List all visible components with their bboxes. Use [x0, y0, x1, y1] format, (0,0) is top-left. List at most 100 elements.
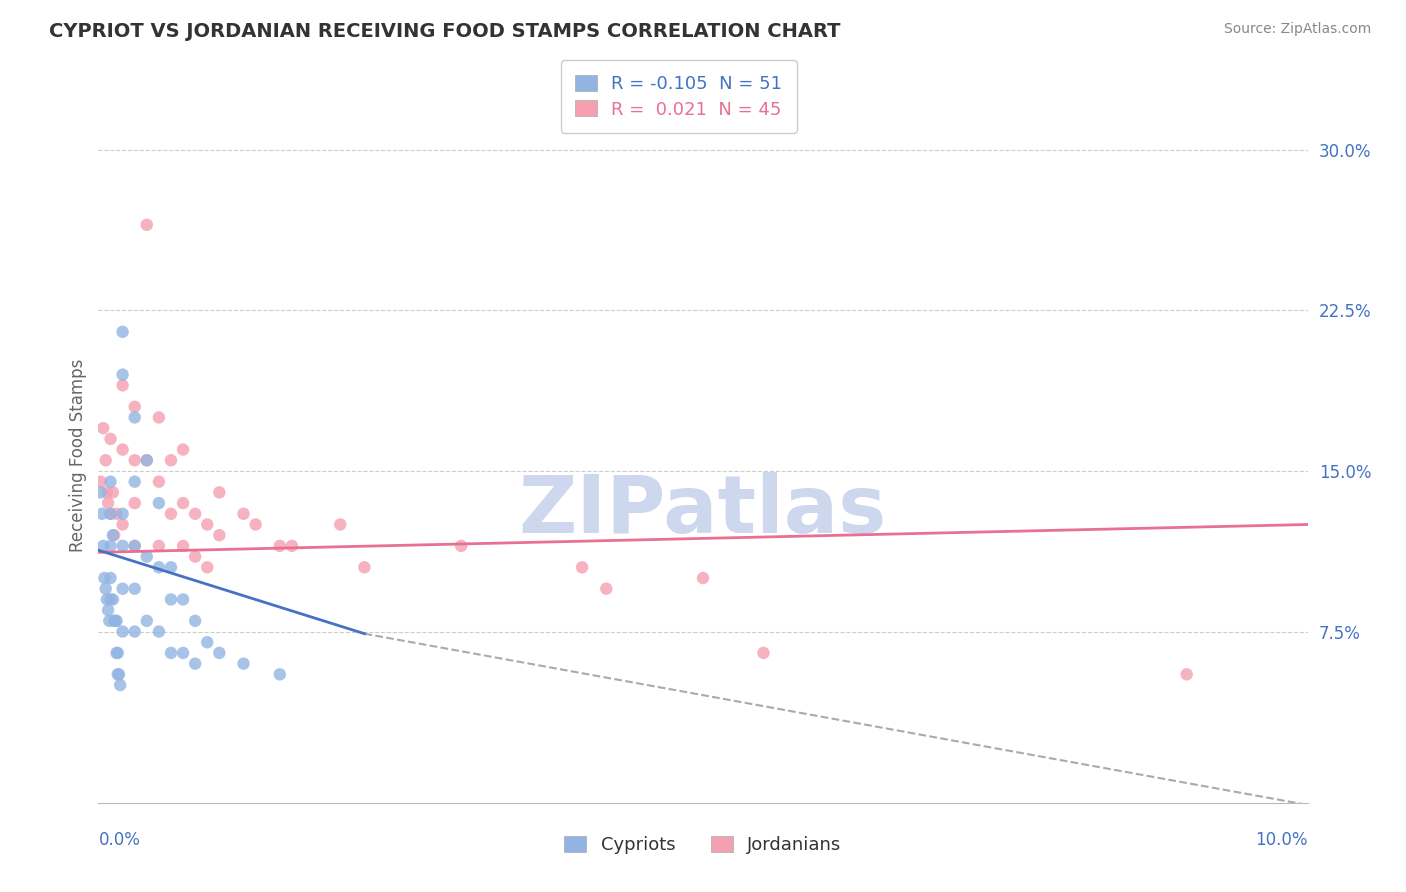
Point [184, 549, 207, 564]
Point [97, 603, 120, 617]
Point [595, 582, 617, 596]
Point [124, 539, 146, 553]
Point [91, 421, 114, 435]
Point [208, 528, 231, 542]
Text: ZIPatlas: ZIPatlas [519, 472, 887, 549]
Point [160, 560, 183, 574]
Text: 10.0%: 10.0% [1256, 830, 1308, 848]
Point [208, 646, 231, 660]
Point [93, 571, 115, 585]
Point [103, 614, 125, 628]
Point [148, 624, 170, 639]
Point [111, 507, 134, 521]
Point [111, 378, 134, 392]
Point [100, 592, 122, 607]
Point [148, 475, 170, 489]
Point [135, 453, 157, 467]
Point [91, 539, 114, 553]
Point [111, 325, 134, 339]
Point [148, 410, 170, 425]
Point [135, 614, 157, 628]
Point [107, 667, 129, 681]
Point [232, 657, 254, 671]
Point [571, 560, 593, 574]
Point [124, 582, 146, 596]
Point [111, 442, 134, 457]
Point [100, 432, 122, 446]
Point [105, 614, 128, 628]
Point [111, 517, 134, 532]
Point [124, 475, 146, 489]
Point [100, 507, 122, 521]
Point [105, 507, 128, 521]
Point [281, 539, 304, 553]
Point [184, 507, 207, 521]
Point [184, 614, 207, 628]
Point [135, 549, 157, 564]
Point [195, 635, 218, 649]
Point [245, 517, 267, 532]
Point [94, 453, 117, 467]
Point [184, 657, 207, 671]
Point [96, 485, 118, 500]
Point [135, 218, 157, 232]
Point [100, 507, 122, 521]
Point [692, 571, 714, 585]
Point [195, 517, 218, 532]
Point [160, 453, 183, 467]
Point [108, 678, 131, 692]
Point [124, 624, 146, 639]
Point [160, 507, 183, 521]
Point [94, 582, 117, 596]
Text: CYPRIOT VS JORDANIAN RECEIVING FOOD STAMPS CORRELATION CHART: CYPRIOT VS JORDANIAN RECEIVING FOOD STAM… [49, 22, 841, 41]
Point [160, 646, 183, 660]
Point [100, 475, 122, 489]
Point [450, 539, 472, 553]
Point [124, 496, 146, 510]
Legend: Cypriots, Jordanians: Cypriots, Jordanians [555, 827, 851, 863]
Point [172, 496, 194, 510]
Point [148, 539, 170, 553]
Point [124, 410, 146, 425]
Point [111, 368, 134, 382]
Point [172, 646, 194, 660]
Point [172, 539, 194, 553]
Point [124, 400, 146, 414]
Point [148, 560, 170, 574]
Point [195, 560, 218, 574]
Point [100, 539, 122, 553]
Point [103, 528, 125, 542]
Point [101, 528, 124, 542]
Point [353, 560, 375, 574]
Point [100, 571, 122, 585]
Point [101, 485, 124, 500]
Point [111, 582, 134, 596]
Point [90, 485, 112, 500]
Point [98, 614, 121, 628]
Point [101, 592, 124, 607]
Point [96, 592, 118, 607]
Point [104, 614, 127, 628]
Point [329, 517, 352, 532]
Point [135, 453, 157, 467]
Point [97, 496, 120, 510]
Point [90, 475, 112, 489]
Point [124, 453, 146, 467]
Text: Source: ZipAtlas.com: Source: ZipAtlas.com [1223, 22, 1371, 37]
Point [172, 592, 194, 607]
Point [1175, 667, 1198, 681]
Point [269, 539, 291, 553]
Point [111, 624, 134, 639]
Text: 0.0%: 0.0% [98, 830, 141, 848]
Point [208, 485, 231, 500]
Point [108, 667, 131, 681]
Point [160, 592, 183, 607]
Point [107, 646, 129, 660]
Point [91, 507, 114, 521]
Y-axis label: Receiving Food Stamps: Receiving Food Stamps [69, 359, 87, 551]
Point [148, 496, 170, 510]
Point [232, 507, 254, 521]
Point [752, 646, 775, 660]
Point [172, 442, 194, 457]
Point [111, 539, 134, 553]
